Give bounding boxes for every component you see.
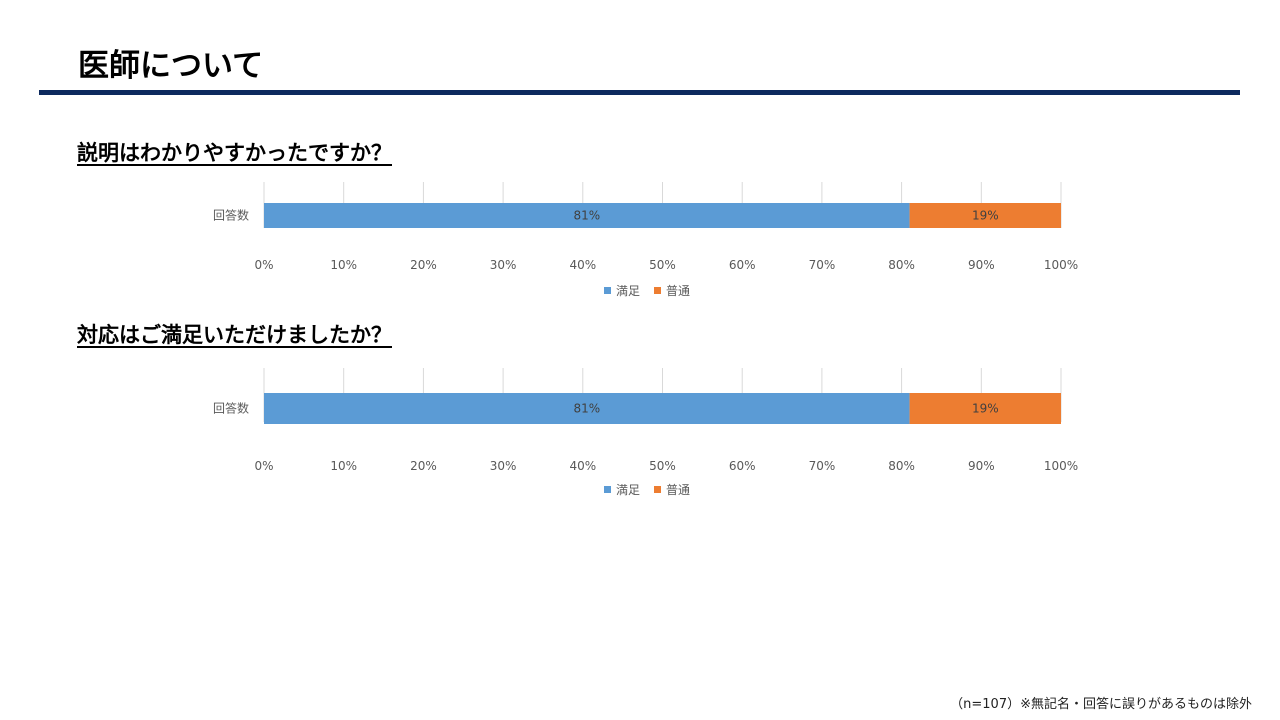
tick-label: 80% — [888, 258, 915, 272]
bar-segment — [909, 393, 1061, 424]
tick-label: 0% — [254, 258, 273, 272]
question-2-title: 対応はご満足いただけましたか？ — [77, 323, 392, 347]
tick-label: 100% — [1044, 258, 1078, 272]
page-title: 医師について — [78, 48, 264, 84]
category-label: 回答数 — [213, 401, 249, 416]
bar-segment — [909, 203, 1061, 228]
bar-segment — [264, 393, 910, 424]
tick-label: 70% — [809, 258, 836, 272]
tick-label: 20% — [410, 459, 437, 473]
legend-label: 普通 — [666, 483, 690, 497]
legend-swatch — [604, 486, 611, 493]
tick-label: 60% — [729, 459, 756, 473]
chart-1: 回答数 81% 19% 0% 10% 20% 30% 40% 50% 60% 70% 80% 90% 10… — [213, 182, 1078, 298]
tick-label: 100% — [1044, 459, 1078, 473]
tick-label: 40% — [569, 459, 596, 473]
title-rule — [39, 90, 1240, 95]
chart-2: 回答数 81% 19% 0% 10% 20% 30% 40% 50% 60% 70% 80% 90% 10… — [213, 368, 1078, 497]
tick-label: 40% — [569, 258, 596, 272]
data-label: 19% — [972, 209, 999, 223]
tick-label: 80% — [888, 459, 915, 473]
tick-label: 50% — [649, 459, 676, 473]
data-label: 81% — [573, 402, 600, 416]
tick-label: 90% — [968, 258, 995, 272]
data-label: 81% — [573, 209, 600, 223]
tick-label: 10% — [330, 459, 357, 473]
data-label: 19% — [972, 402, 999, 416]
tick-label: 70% — [809, 459, 836, 473]
legend-label: 満足 — [616, 284, 640, 298]
legend-label: 満足 — [616, 483, 640, 497]
footnote: （n=107）※無記名・回答に誤りがあるものは除外 — [950, 697, 1252, 712]
legend-swatch — [654, 287, 661, 294]
question-1-title: 説明はわかりやすかったですか？ — [77, 141, 392, 165]
tick-label: 0% — [254, 459, 273, 473]
tick-label: 50% — [649, 258, 676, 272]
tick-label: 10% — [330, 258, 357, 272]
tick-label: 30% — [490, 459, 517, 473]
legend-swatch — [654, 486, 661, 493]
bar-segment — [264, 203, 910, 228]
tick-label: 60% — [729, 258, 756, 272]
legend-swatch — [604, 287, 611, 294]
category-label: 回答数 — [213, 208, 249, 223]
tick-label: 30% — [490, 258, 517, 272]
tick-label: 20% — [410, 258, 437, 272]
tick-label: 90% — [968, 459, 995, 473]
legend-label: 普通 — [666, 284, 690, 298]
